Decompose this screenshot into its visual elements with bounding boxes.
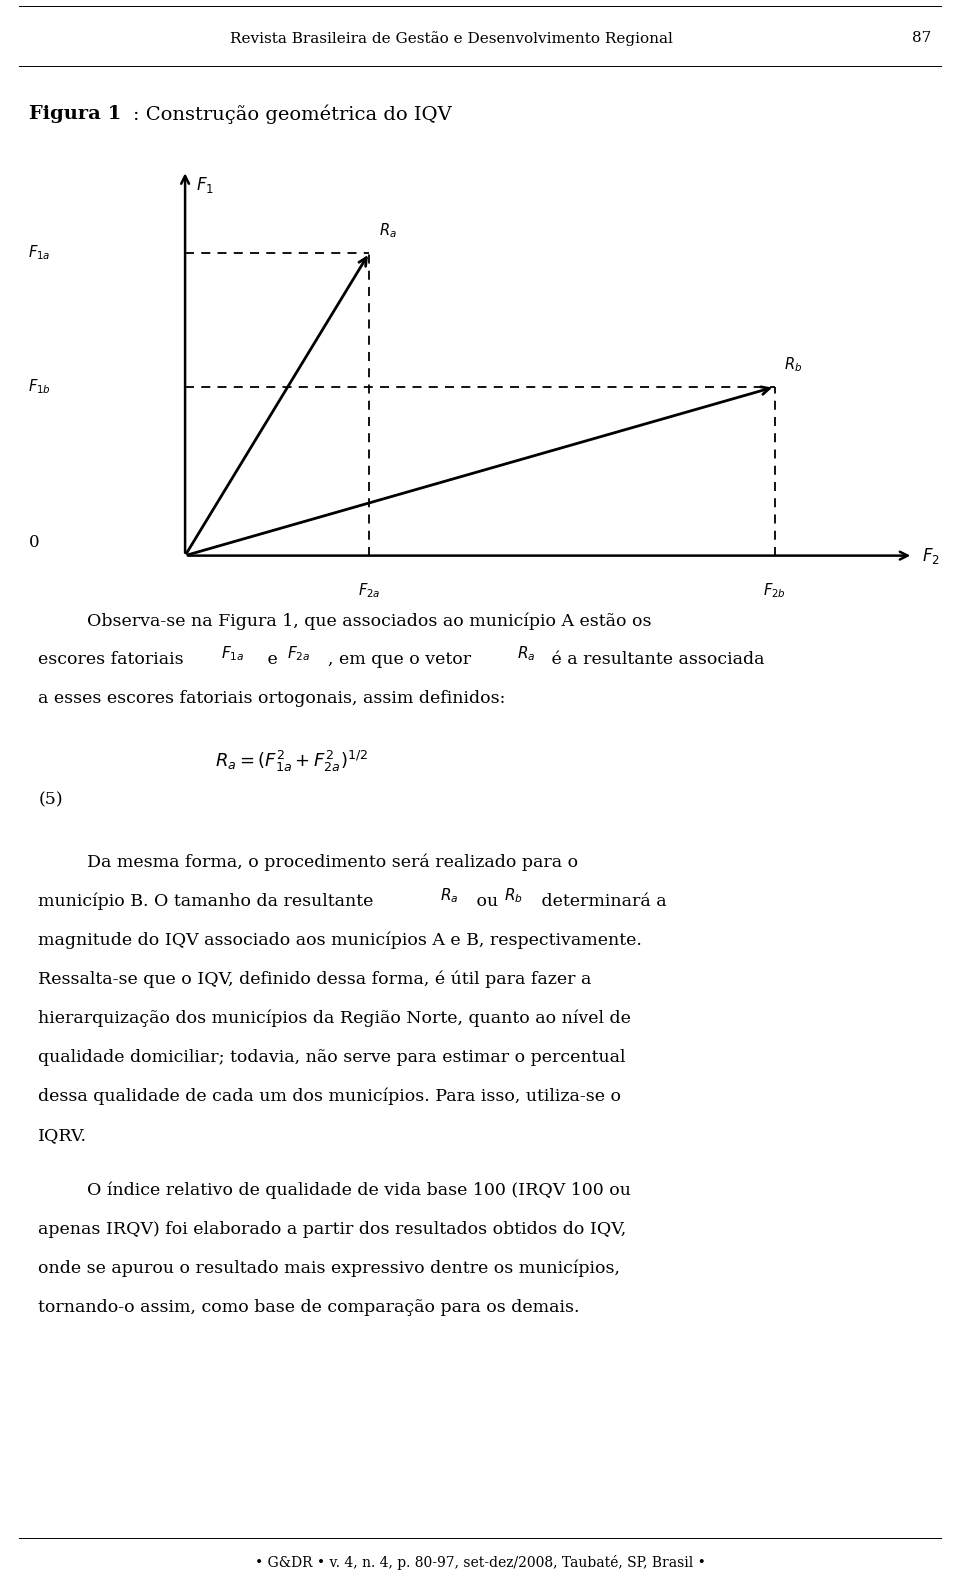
Text: ou: ou xyxy=(471,892,504,910)
Text: IQRV.: IQRV. xyxy=(38,1127,87,1144)
Text: Da mesma forma, o procedimento será realizado para o: Da mesma forma, o procedimento será real… xyxy=(87,853,578,872)
Text: $R_a$: $R_a$ xyxy=(441,886,459,905)
Text: $R_b$: $R_b$ xyxy=(504,886,522,905)
Text: 87: 87 xyxy=(912,31,931,46)
Text: $F_{2a}$: $F_{2a}$ xyxy=(287,645,311,663)
Text: Ressalta-se que o IQV, definido dessa forma, é útil para fazer a: Ressalta-se que o IQV, definido dessa fo… xyxy=(38,971,591,988)
Text: O índice relativo de qualidade de vida base 100 (IRQV 100 ou: O índice relativo de qualidade de vida b… xyxy=(87,1182,631,1199)
Text: Observa-se na Figura 1, que associados ao município A estão os: Observa-se na Figura 1, que associados a… xyxy=(87,612,652,630)
Text: município B. O tamanho da resultante: município B. O tamanho da resultante xyxy=(38,892,379,910)
Text: $F_2$: $F_2$ xyxy=(923,546,940,565)
Text: tornando-o assim, como base de comparação para os demais.: tornando-o assim, como base de comparaçã… xyxy=(38,1299,580,1316)
Text: qualidade domiciliar; todavia, não serve para estimar o percentual: qualidade domiciliar; todavia, não serve… xyxy=(38,1048,626,1066)
Text: $R_b$: $R_b$ xyxy=(784,356,803,373)
Text: magnitude do IQV associado aos municípios A e B, respectivamente.: magnitude do IQV associado aos município… xyxy=(38,932,642,949)
Text: a esses escores fatoriais ortogonais, assim definidos:: a esses escores fatoriais ortogonais, as… xyxy=(38,689,506,707)
Text: $F_{2b}$: $F_{2b}$ xyxy=(763,581,786,600)
Text: Revista Brasileira de Gestão e Desenvolvimento Regional: Revista Brasileira de Gestão e Desenvolv… xyxy=(229,30,673,46)
Text: $F_{1a}$: $F_{1a}$ xyxy=(29,244,51,261)
Text: $R_a = (F_{1a}^2 + F_{2a}^2)^{1/2}$: $R_a = (F_{1a}^2 + F_{2a}^2)^{1/2}$ xyxy=(215,749,368,774)
Text: • G&DR • v. 4, n. 4, p. 80-97, set-dez/2008, Taubaté, SP, Brasil •: • G&DR • v. 4, n. 4, p. 80-97, set-dez/2… xyxy=(254,1555,706,1571)
Text: $F_{1a}$: $F_{1a}$ xyxy=(221,645,245,663)
Text: escores fatoriais: escores fatoriais xyxy=(38,652,189,667)
Text: $F_{2a}$: $F_{2a}$ xyxy=(358,581,381,600)
Text: é a resultante associada: é a resultante associada xyxy=(546,652,765,667)
Text: Figura 1: Figura 1 xyxy=(29,105,121,123)
Text: hierarquização dos municípios da Região Norte, quanto ao nível de: hierarquização dos municípios da Região … xyxy=(38,1011,632,1028)
Text: dessa qualidade de cada um dos municípios. Para isso, utiliza-se o: dessa qualidade de cada um dos município… xyxy=(38,1088,621,1105)
Text: determinará a: determinará a xyxy=(536,892,666,910)
Text: : Construção geométrica do IQV: : Construção geométrica do IQV xyxy=(132,104,451,124)
Text: onde se apurou o resultado mais expressivo dentre os municípios,: onde se apurou o resultado mais expressi… xyxy=(38,1259,620,1277)
Text: $R_a$: $R_a$ xyxy=(517,645,536,663)
Text: $F_{1b}$: $F_{1b}$ xyxy=(29,378,51,397)
Text: $R_a$: $R_a$ xyxy=(378,220,396,239)
Text: e: e xyxy=(262,652,283,667)
Text: $F_1$: $F_1$ xyxy=(196,175,214,195)
Text: (5): (5) xyxy=(38,792,63,809)
Text: apenas IRQV) foi elaborado a partir dos resultados obtidos do IQV,: apenas IRQV) foi elaborado a partir dos … xyxy=(38,1220,627,1237)
Text: , em que o vetor: , em que o vetor xyxy=(328,652,477,667)
Text: 0: 0 xyxy=(29,534,39,551)
